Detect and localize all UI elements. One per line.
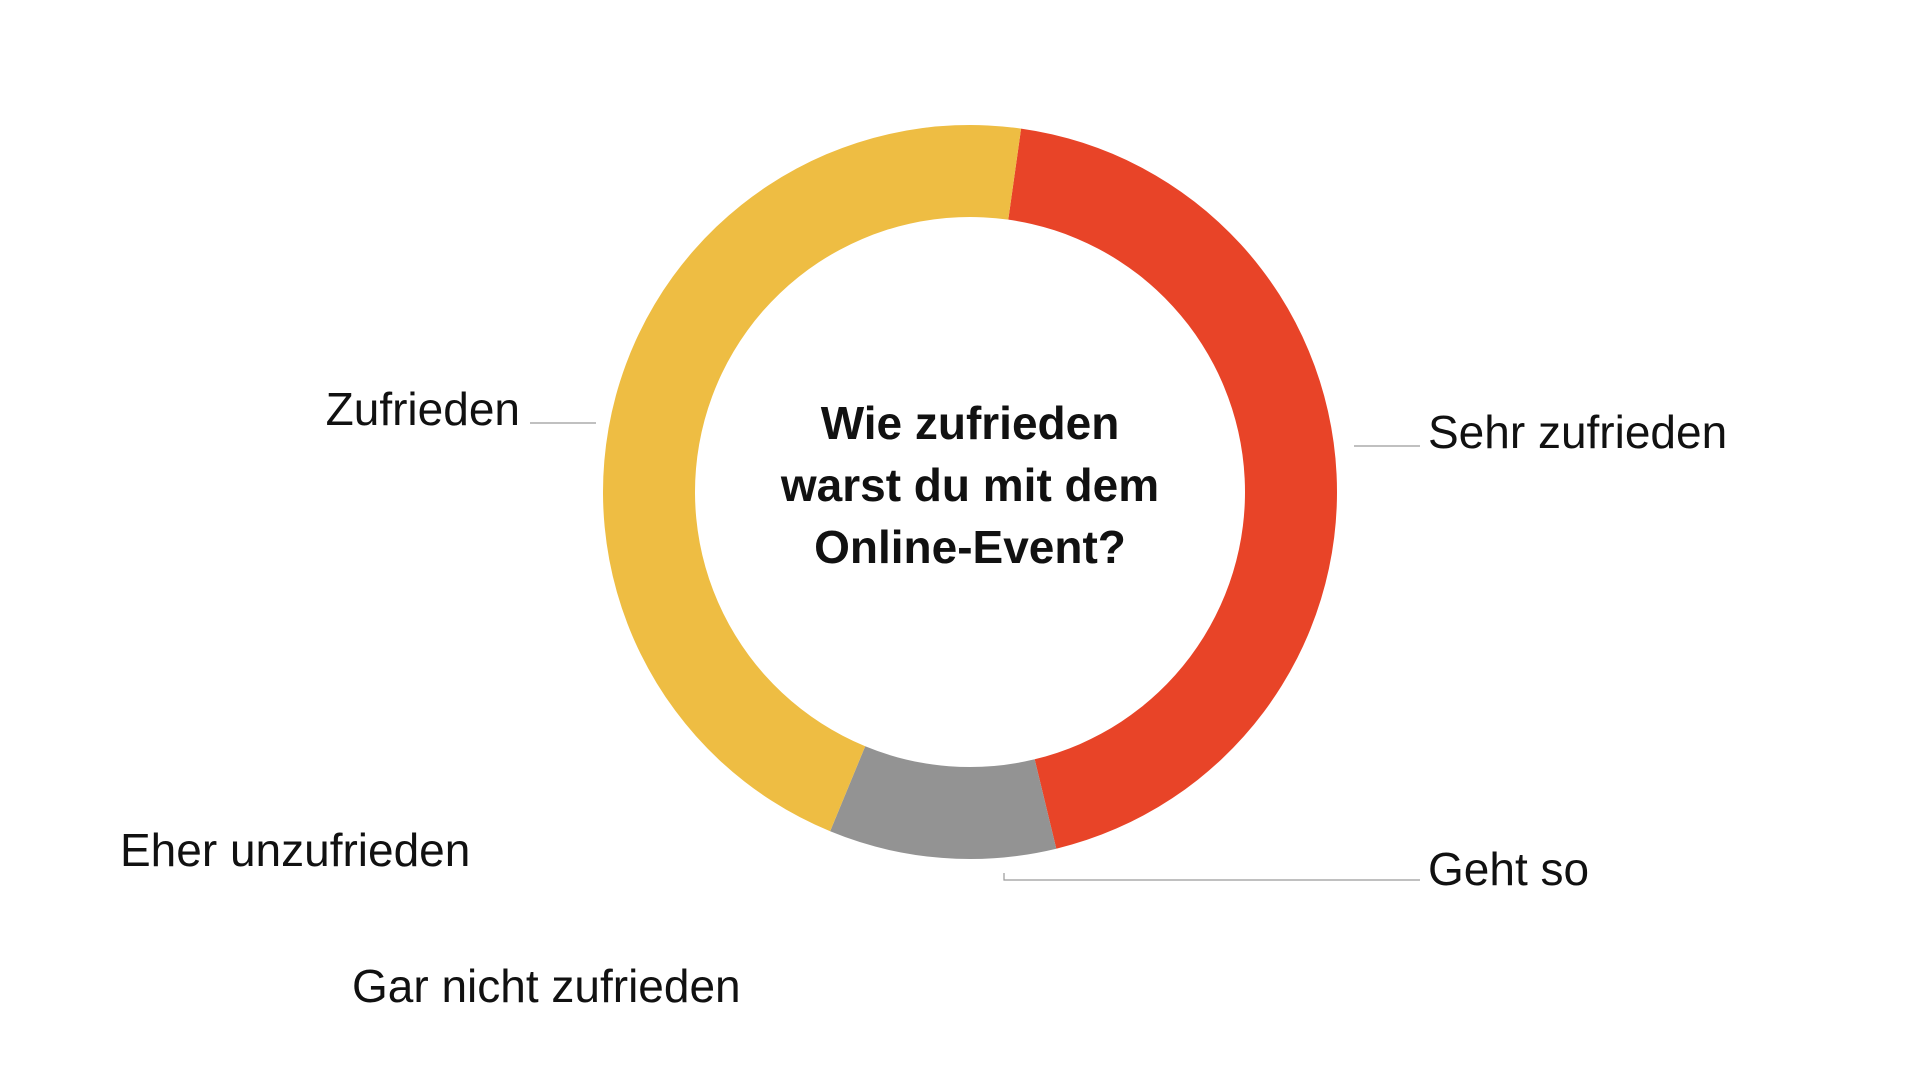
center-title-line-1: Wie zufrieden bbox=[820, 397, 1120, 449]
slice-label-eher-unzufrieden: Eher unzufrieden bbox=[120, 824, 470, 876]
leader-line-geht-so bbox=[1003, 873, 1420, 881]
slice-sehr-zufrieden bbox=[1008, 128, 1337, 849]
leader-lines-layer bbox=[530, 422, 1420, 881]
slice-label-zufrieden: Zufrieden bbox=[326, 383, 520, 435]
slice-zufrieden bbox=[602, 124, 1022, 832]
slice-geht-so bbox=[830, 746, 1057, 860]
slices-layer bbox=[602, 124, 1337, 860]
center-title-line-2: warst du mit dem bbox=[780, 459, 1160, 511]
slice-labels-layer: Sehr zufrieden Geht so Gar nicht zufrieden… bbox=[120, 383, 1727, 1012]
slice-label-sehr-zufrieden: Sehr zufrieden bbox=[1428, 406, 1727, 458]
slice-label-geht-so: Geht so bbox=[1428, 843, 1589, 895]
chart-center-title: Wie zufrieden warst du mit dem Online-Ev… bbox=[690, 392, 1250, 578]
center-title-line-3: Online-Event? bbox=[814, 521, 1126, 573]
slice-label-gar-nicht-zufrieden: Gar nicht zufrieden bbox=[352, 960, 741, 1012]
